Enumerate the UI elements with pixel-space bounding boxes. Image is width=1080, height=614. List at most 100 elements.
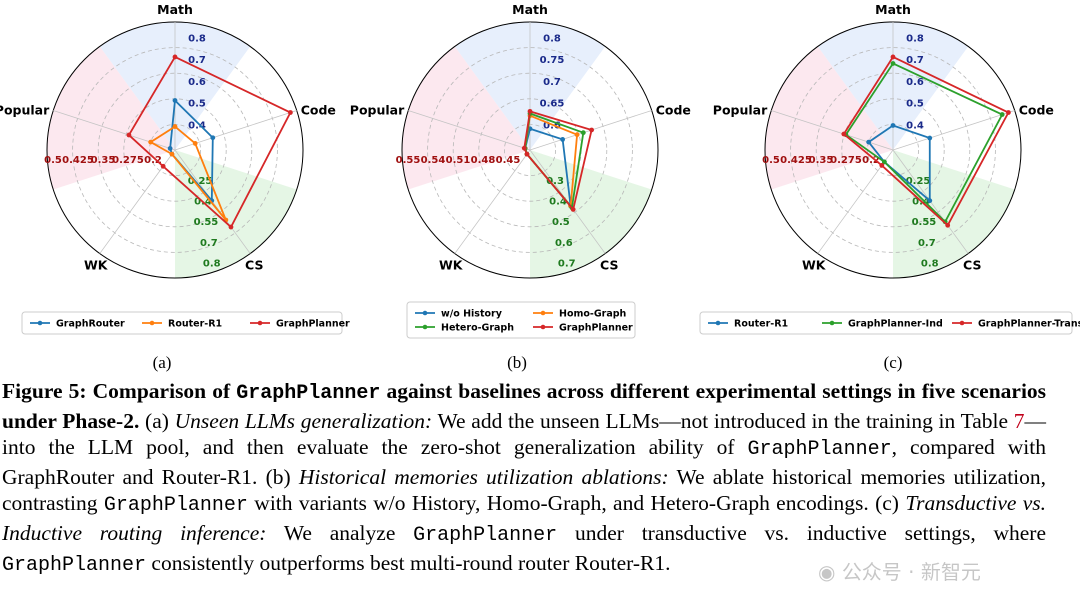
tick-math-0-6: 0.6: [906, 77, 924, 88]
radar-chart-2: Math Code CS WK Popular 0.6 0.65 0.7 0.75 0.8 0.3 0…: [350, 2, 691, 372]
sector-code: [530, 46, 658, 190]
tick-math-0-7: 0.7: [543, 77, 561, 88]
legend-item-homo-graph: Homo-Graph: [533, 309, 627, 320]
legend-marker: [422, 324, 428, 330]
radar-figure: Math Code CS WK Popular 0.4 0.5 0.6 0.7 0.8 0.25 0.…: [0, 2, 1080, 372]
caption-a-text2: —into the LLM pool, and then evaluate th…: [2, 408, 1047, 460]
sector-popular: [402, 46, 530, 190]
legend-2: w/o History Homo-Graph Hetero-Graph GraphPl…: [406, 301, 636, 339]
series-line-router-r1: [148, 125, 227, 221]
legend-marker: [715, 320, 721, 326]
caption-table-ref[interactable]: 7: [1013, 408, 1025, 433]
grid-ring-4: [72, 47, 278, 253]
grid-ring-4: [427, 47, 633, 253]
tick-cs-0-6: 0.6: [555, 238, 573, 249]
caption-c-text2: under transductive vs. inductive setting…: [574, 520, 1046, 545]
point-graphplanner-trans-wk: [879, 163, 885, 168]
series-graphplanner: [126, 54, 293, 230]
point-graphplanner-trans-math: [890, 54, 896, 60]
legend-item-graphplanner-trans: GraphPlanner-Trans: [952, 319, 1080, 330]
legend-marker: [149, 320, 155, 326]
caption-c-code2: GraphPlanner: [2, 553, 147, 577]
axis-label-cs: CS: [245, 258, 263, 273]
tick-math-0-5: 0.5: [188, 99, 206, 110]
tick-popular-0-35: 0.35: [809, 155, 834, 166]
point-router-r1-code: [192, 141, 198, 146]
sector-wk: [771, 150, 893, 278]
sector-cs: [530, 150, 652, 278]
legend-1: GraphRouter Router-R1 GraphPlanner: [21, 311, 350, 335]
caption-c-text3: consistently outperforms best multi-roun…: [151, 550, 671, 575]
series-line-graphplanner: [127, 55, 292, 229]
legend-marker: [422, 310, 428, 316]
legend-marker: [257, 320, 263, 326]
tick-cs-0-8: 0.8: [921, 258, 939, 269]
tick-math-0-8: 0.8: [906, 33, 924, 44]
tick-math-0-5: 0.5: [906, 99, 924, 110]
legend-box: [699, 311, 1073, 335]
point-graphrouter-math: [172, 98, 178, 103]
point-graphplanner-trans-cs: [945, 222, 951, 228]
tick-math-0-6: 0.6: [188, 77, 206, 88]
legend-label: Router-R1: [734, 319, 788, 330]
point-graphplanner-ind-code: [999, 112, 1005, 117]
caption-title-part2: against baselines across different exper…: [2, 379, 1047, 433]
sector-popular: [47, 46, 175, 190]
tick-popular-0-5: 0.5: [762, 155, 780, 166]
caption-tag-a: (a): [145, 408, 169, 433]
legend-marker: [37, 320, 43, 326]
caption-b-text1: We ablate historical memories utilizatio…: [2, 464, 1047, 516]
legend-marker: [540, 310, 546, 316]
point-router-r1-cs: [927, 198, 933, 204]
tick-popular-0-51: 0.51: [446, 155, 471, 166]
sector-code: [893, 46, 1021, 190]
tick-cs-0-8: 0.8: [203, 258, 221, 269]
tick-math-0-7: 0.7: [188, 55, 206, 66]
legend-item-hetero-graph: Hetero-Graph: [415, 323, 514, 334]
axis-label-math: Math: [512, 2, 548, 17]
caption-tag-c: (c): [875, 491, 899, 516]
tick-popular-0-425: 0.425: [780, 155, 812, 166]
tick-popular-0-2: 0.2: [144, 155, 162, 166]
legend-label: w/o History: [441, 309, 503, 320]
point-graphplanner-popular: [126, 132, 132, 138]
spoke-popular: [771, 110, 894, 151]
point-graphplanner-wk: [524, 151, 530, 157]
sector-wk: [53, 150, 175, 278]
point-graphplanner-code: [288, 110, 293, 115]
series-router-r1: [866, 123, 933, 204]
legend-label: Router-R1: [168, 319, 222, 330]
tick-cs-0-4: 0.4: [549, 196, 567, 207]
sector-wk: [408, 150, 530, 278]
tick-popular-0-54: 0.54: [421, 155, 446, 166]
tick-math-0-7: 0.7: [906, 55, 924, 66]
point-router-r1-popular: [866, 139, 872, 145]
legend-marker: [829, 320, 835, 326]
tick-cs-0-25: 0.25: [906, 176, 931, 187]
tick-popular-0-45: 0.45: [496, 155, 521, 166]
point-graphplanner-ind-wk: [881, 159, 887, 165]
point-router-r1-popular: [148, 139, 154, 145]
point-router-r1-code: [927, 135, 933, 141]
caption-a-heading: Unseen LLMs generalization:: [174, 408, 433, 433]
legend-box: [21, 311, 343, 335]
tick-cs-0-7: 0.7: [918, 238, 936, 249]
legend-3: Router-R1 GraphPlanner-Ind GraphPlanner-Tr…: [699, 311, 1080, 335]
series-line-graphplanner: [523, 110, 593, 212]
point-router-r1-math: [890, 123, 896, 128]
legend-box: [406, 301, 636, 339]
panel-label-1: (a): [153, 353, 172, 372]
point-router-r1-wk: [169, 151, 175, 157]
sector-cs: [175, 150, 297, 278]
tick-math-0-6: 0.6: [543, 120, 561, 131]
point-hetero-graph-code: [580, 130, 586, 136]
axis-label-math: Math: [875, 2, 911, 17]
point-graphplanner-ind-math: [890, 61, 896, 66]
grid-ring-3: [815, 72, 971, 228]
watermark: ◉ 公众号 · 新智元: [818, 556, 981, 585]
tick-cs-0-55: 0.55: [194, 217, 219, 228]
legend-label: GraphPlanner-Ind: [848, 319, 943, 330]
tick-popular-0-275: 0.275: [112, 155, 144, 166]
caption-a-text3: , compared with GraphRouter and Router-R…: [2, 435, 1046, 489]
point-graphplanner-cs: [570, 207, 576, 212]
